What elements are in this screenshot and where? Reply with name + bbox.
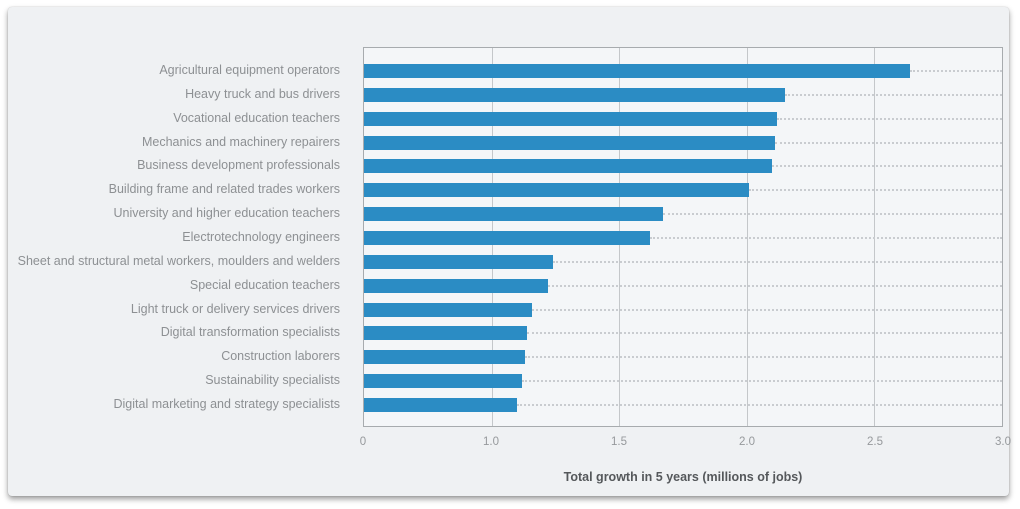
bar	[364, 183, 750, 198]
leader-line	[774, 141, 1002, 144]
bar	[364, 64, 911, 78]
leader-line	[527, 332, 1002, 335]
category-label: Construction laborers	[221, 349, 340, 364]
x-tick-label: 1.0	[483, 436, 499, 448]
leader-line	[517, 404, 1002, 406]
x-axis-title: Total growth in 5 years (millions of job…	[563, 470, 803, 484]
category-label: Sheet and structural metal workers, moul…	[17, 253, 340, 268]
leader-line	[662, 213, 1002, 216]
category-label: Digital transformation specialists	[160, 325, 340, 340]
bar	[364, 398, 518, 412]
bar	[364, 135, 775, 150]
bar	[364, 278, 548, 293]
leader-line	[532, 308, 1002, 311]
bar	[364, 302, 533, 317]
bar	[364, 254, 553, 269]
category-label: Building frame and related trades worker…	[108, 182, 340, 197]
x-tick-label: 0	[359, 436, 367, 448]
leader-line	[649, 237, 1002, 239]
bar	[364, 87, 786, 102]
x-axis-ticks: 0 1.0 1.5 2.0 2.5 3.0	[359, 436, 1011, 450]
x-tick-label: 2.0	[739, 436, 755, 448]
leader-line	[772, 165, 1002, 168]
bar	[364, 231, 650, 245]
bar	[364, 207, 663, 222]
bar	[364, 326, 528, 341]
category-label: Sustainability specialists	[205, 373, 340, 388]
bar	[364, 111, 778, 126]
category-labels: Agricultural equipment operators Heavy tr…	[8, 47, 340, 427]
category-label: Digital marketing and strategy specialis…	[113, 397, 341, 411]
category-label: Vocational education teachers	[173, 110, 340, 125]
leader-line	[777, 117, 1002, 120]
category-label: Electrotechnology engineers	[182, 230, 340, 244]
x-tick-label: 2.5	[867, 436, 883, 448]
leader-line	[547, 284, 1002, 287]
category-label: Heavy truck and bus drivers	[185, 86, 340, 101]
category-label: University and higher education teachers	[113, 206, 340, 221]
leader-line	[910, 70, 1002, 72]
category-label: Business development professionals	[137, 158, 340, 173]
leader-line	[552, 260, 1002, 263]
plot-area	[363, 47, 1003, 427]
category-label: Light truck or delivery services drivers	[130, 301, 340, 316]
bar	[364, 159, 773, 174]
leader-line	[524, 356, 1002, 359]
leader-line	[785, 93, 1002, 96]
x-tick-label: 1.5	[611, 436, 627, 448]
leader-line	[522, 380, 1002, 383]
x-tick-label: 3.0	[995, 436, 1011, 448]
bar	[364, 374, 523, 389]
chart-card: Agricultural equipment operators Heavy tr…	[8, 7, 1011, 496]
category-label: Mechanics and machinery repairers	[141, 134, 340, 149]
category-label: Agricultural equipment operators	[159, 63, 340, 77]
leader-line	[749, 189, 1002, 192]
category-label: Special education teachers	[189, 277, 340, 292]
bar	[364, 350, 525, 365]
